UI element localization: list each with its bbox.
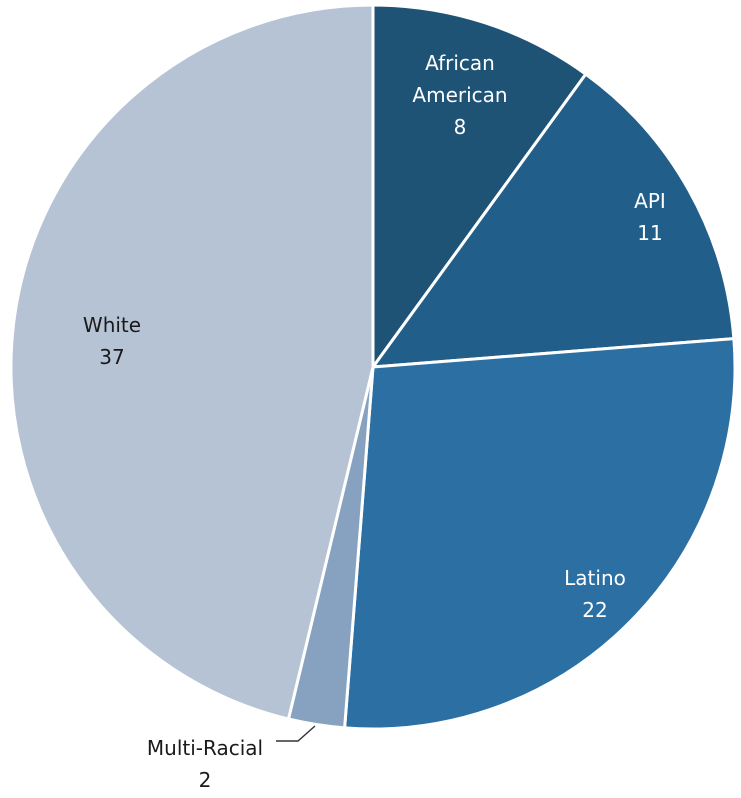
- slice-label-line: American: [412, 83, 507, 107]
- slice-label-line: Multi-Racial: [147, 736, 263, 760]
- pie-labels: African American 8 API 11 Latino 22 Multi-Racia…: [83, 51, 666, 792]
- slice-label-line: African: [425, 51, 495, 75]
- slice-label-latino: Latino 22: [564, 566, 626, 622]
- slice-value: 11: [637, 221, 662, 245]
- slice-label-multi-racial: Multi-Racial 2: [147, 736, 263, 792]
- slice-label-api: API 11: [634, 189, 666, 245]
- pie-slice-white: [9, 3, 375, 721]
- pie-slices: [9, 3, 737, 731]
- slice-value: 2: [199, 768, 212, 792]
- slice-value: 37: [99, 345, 124, 369]
- slice-value: 8: [454, 115, 467, 139]
- pie-slice-african-american: [371, 3, 588, 369]
- slice-label-line: API: [634, 189, 666, 213]
- leader-line-multi-racial: [276, 725, 316, 742]
- pie-slice-latino: [343, 337, 737, 731]
- slice-label-african-american: African American 8: [412, 51, 507, 139]
- slice-label-line: Latino: [564, 566, 626, 590]
- slice-label-line: White: [83, 313, 141, 337]
- pie-slice-api: [371, 72, 736, 369]
- slice-label-white: White 37: [83, 313, 141, 369]
- slice-value: 22: [582, 598, 607, 622]
